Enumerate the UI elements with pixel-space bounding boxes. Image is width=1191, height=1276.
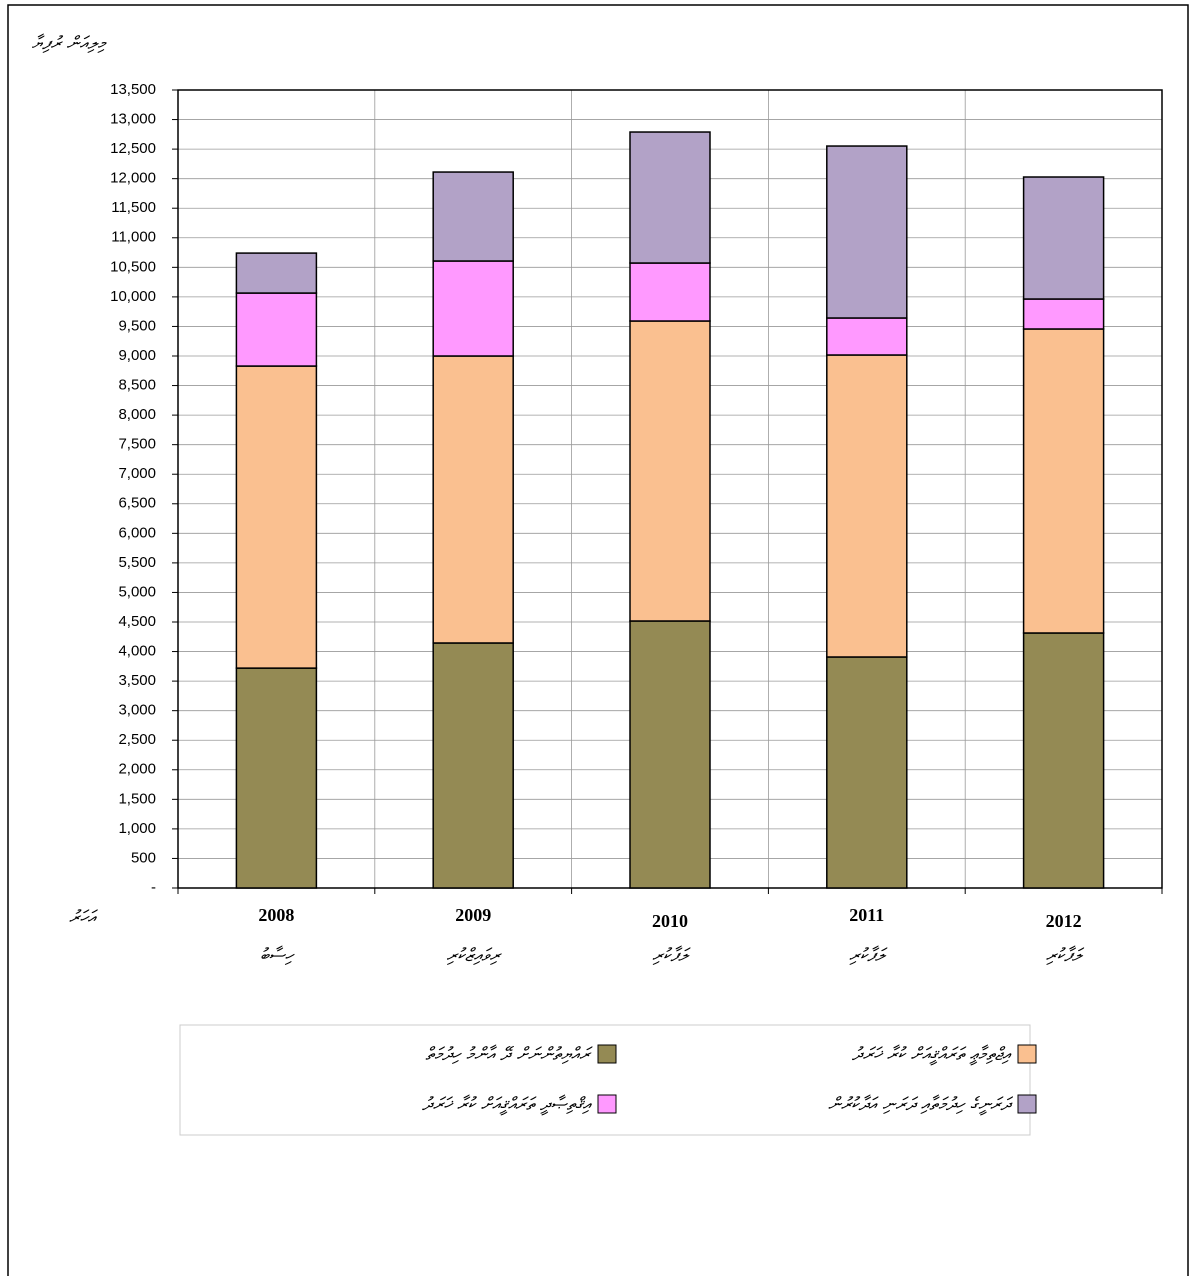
legend-label: ދަރަނީގެ ހިދުމަތާއި ދަރަނި އަދާކުރުން — [828, 1094, 1014, 1116]
bar-segment — [235, 667, 318, 889]
bar-segment — [432, 355, 514, 644]
legend-swatch — [597, 1044, 617, 1064]
y-tick-label: 2,500 — [118, 731, 156, 748]
y-tick-label: 8,500 — [118, 377, 156, 394]
y-tick-label: 8,000 — [118, 406, 156, 423]
y-tick-label: 12,000 — [110, 170, 156, 187]
bar-segment — [1022, 328, 1105, 634]
x-axis-label: އަހަރު — [69, 907, 99, 928]
y-tick-label: 5,500 — [118, 554, 156, 571]
x-tick-note: ހިސާބު — [260, 945, 295, 966]
legend-label: އިޤްތިޞާދީ ތަރައްޤީއަށް ކުރާ ޚަރަދު — [421, 1094, 592, 1116]
bar-segment — [629, 131, 711, 264]
bar-segment — [235, 252, 318, 294]
bar-segment — [629, 262, 711, 322]
y-tick-label: - — [151, 879, 156, 896]
y-tick-label: 4,500 — [118, 613, 156, 630]
y-tick-label: 2,000 — [118, 761, 156, 778]
bar-segment — [1022, 632, 1105, 889]
y-tick-label: 10,000 — [110, 288, 156, 305]
chart-title: މިލިއަން ރުފިޔާ — [32, 33, 108, 54]
bar-segment — [1022, 298, 1105, 330]
legend-swatch — [1017, 1044, 1037, 1064]
bar-segment — [826, 145, 908, 319]
y-tick-label: 1,000 — [118, 820, 156, 837]
bar-segment — [235, 292, 318, 367]
x-tick-label: 2008 — [258, 905, 294, 925]
y-tick-label: 10,500 — [110, 258, 156, 275]
legend-swatch — [597, 1094, 617, 1114]
legend-swatch — [1017, 1094, 1037, 1114]
x-tick-note: ލަފާކުރި — [652, 945, 691, 966]
y-tick-label: 11,000 — [111, 229, 156, 246]
y-tick-label: 3,000 — [118, 702, 156, 719]
legend-label: އިޖްތިމާޢީ ތަރައްޤީއަށް ކުރާ ޚަރަދު — [851, 1044, 1012, 1066]
y-tick-label: 13,500 — [110, 81, 156, 98]
bar-segment — [826, 656, 908, 889]
y-tick-label: 13,000 — [110, 111, 156, 128]
bar-segment — [629, 320, 711, 622]
bar-segment — [1022, 176, 1105, 300]
y-tick-label: 7,000 — [118, 465, 156, 482]
legend — [179, 1024, 1031, 1136]
bar-segment — [826, 354, 908, 658]
y-tick-label: 7,500 — [118, 436, 156, 453]
x-tick-label: 2012 — [1046, 911, 1082, 931]
y-tick-label: 500 — [131, 849, 156, 866]
x-tick-label: 2010 — [652, 911, 688, 931]
y-tick-label: 6,500 — [118, 495, 156, 512]
bar-segment — [432, 642, 514, 889]
y-tick-label: 1,500 — [118, 790, 156, 807]
bar-segment — [432, 260, 514, 357]
y-tick-label: 11,500 — [111, 199, 156, 216]
legend-label: ރައްޔިތުންނަށް ދޭ އާންމު ހިދުމަތް — [425, 1044, 593, 1065]
x-tick-label: 2009 — [455, 905, 491, 925]
bar-segment — [629, 620, 711, 889]
y-tick-label: 5,000 — [118, 583, 156, 600]
bar-segment — [432, 171, 514, 262]
x-tick-note: ރިވައިޒްކުރި — [446, 945, 502, 966]
x-tick-label: 2011 — [849, 905, 884, 925]
y-tick-label: 9,500 — [118, 317, 156, 334]
bar-segment — [826, 317, 908, 356]
y-tick-label: 3,500 — [118, 672, 156, 689]
y-tick-label: 4,000 — [118, 643, 156, 660]
frame — [7, 4, 1189, 1276]
x-tick-note: ލަފާކުރި — [1046, 945, 1085, 966]
y-tick-label: 12,500 — [110, 140, 156, 157]
y-tick-label: 9,000 — [118, 347, 156, 364]
bar-segment — [235, 365, 318, 669]
x-tick-note: ލަފާކުރި — [849, 945, 888, 966]
y-tick-label: 6,000 — [118, 524, 156, 541]
